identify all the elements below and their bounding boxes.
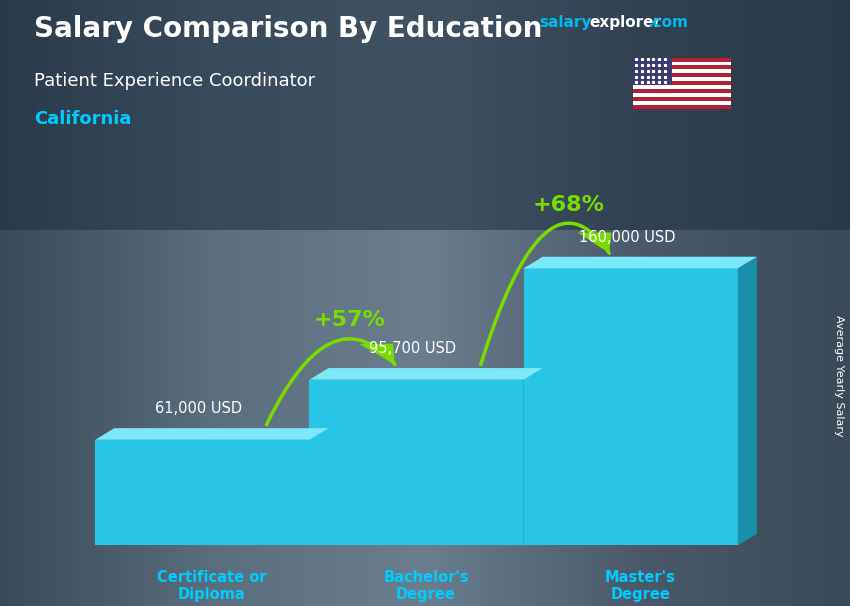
Bar (633, 89, 731, 93)
Bar (633, 101, 731, 105)
Bar (633, 70, 731, 73)
Bar (633, 58, 731, 62)
Text: 95,700 USD: 95,700 USD (369, 341, 456, 356)
Bar (633, 65, 731, 70)
Bar (633, 97, 731, 101)
Polygon shape (95, 428, 328, 440)
Text: Master's
Degree: Master's Degree (605, 570, 676, 602)
Text: Average Yearly Salary: Average Yearly Salary (834, 315, 844, 436)
Polygon shape (738, 257, 756, 545)
Text: Salary Comparison By Education: Salary Comparison By Education (34, 15, 542, 43)
Text: Bachelor's
Degree: Bachelor's Degree (383, 570, 469, 602)
Bar (633, 85, 731, 89)
Text: 160,000 USD: 160,000 USD (579, 230, 675, 245)
Bar (633, 81, 731, 85)
Bar (633, 62, 731, 65)
Polygon shape (578, 233, 611, 253)
Bar (309, 380, 524, 545)
Bar (633, 105, 731, 109)
Text: .com: .com (648, 15, 689, 30)
Polygon shape (309, 368, 542, 380)
Text: +57%: +57% (314, 310, 386, 330)
Bar (633, 93, 731, 97)
Polygon shape (524, 368, 542, 545)
Bar (633, 78, 731, 81)
Bar (524, 268, 738, 545)
Text: explorer: explorer (589, 15, 661, 30)
Bar (0, 0, 850, 230)
Text: Patient Experience Coordinator: Patient Experience Coordinator (34, 72, 315, 90)
Text: salary: salary (540, 15, 592, 30)
Polygon shape (309, 428, 328, 545)
Text: 61,000 USD: 61,000 USD (155, 401, 242, 416)
Polygon shape (360, 344, 395, 365)
Text: +68%: +68% (532, 195, 604, 215)
Bar (95, 440, 309, 545)
Bar (633, 58, 672, 85)
Polygon shape (524, 257, 756, 268)
Text: Certificate or
Diploma: Certificate or Diploma (157, 570, 267, 602)
Text: California: California (34, 110, 132, 128)
Bar (633, 73, 731, 78)
